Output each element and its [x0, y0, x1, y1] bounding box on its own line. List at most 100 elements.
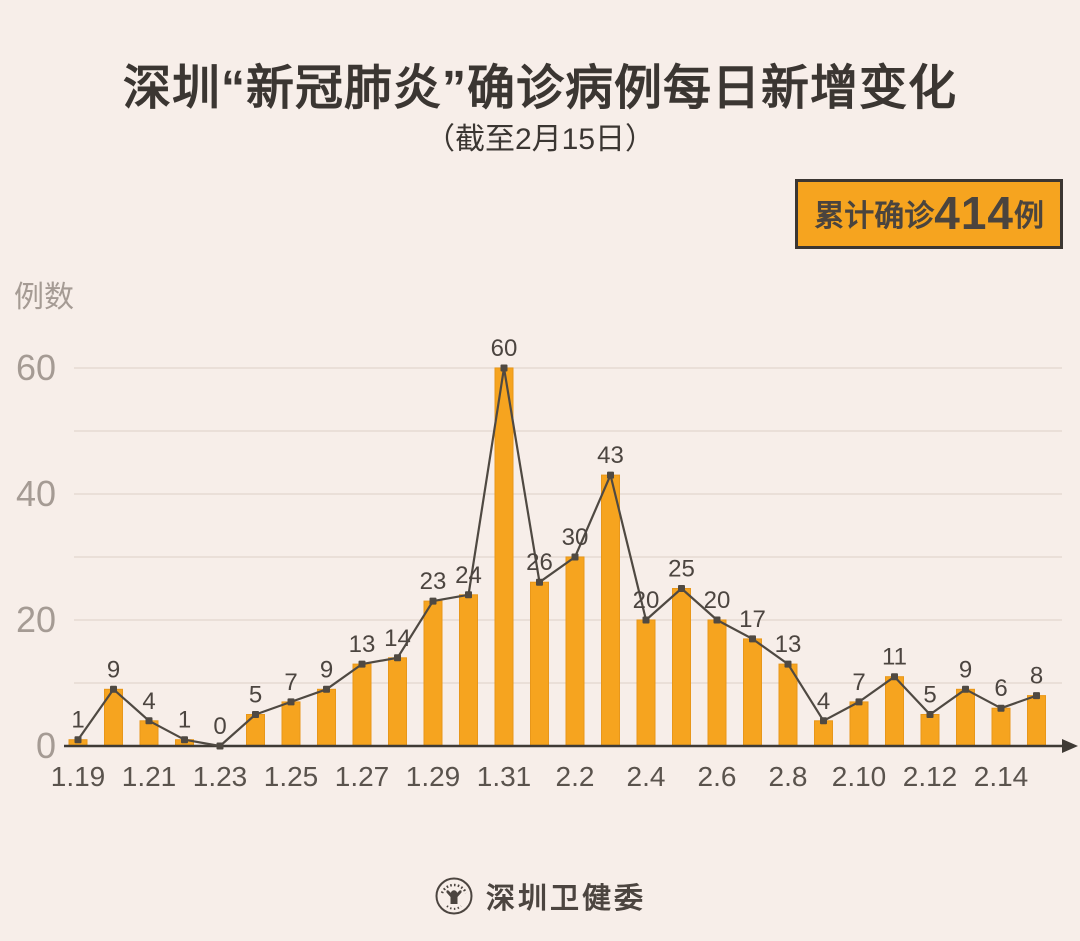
bar — [317, 688, 336, 747]
x-tick-label: 2.10 — [832, 761, 887, 792]
org-name: 深圳卫健委 — [485, 883, 646, 915]
x-tick-label: 2.6 — [698, 761, 737, 792]
bar-value-label: 25 — [668, 556, 695, 583]
data-point-marker — [962, 685, 969, 693]
x-tick-label: 1.25 — [264, 761, 319, 792]
x-axis-arrow-icon — [1062, 739, 1078, 753]
data-point-marker — [500, 364, 508, 372]
bar-value-label: 30 — [562, 524, 589, 551]
bar-value-label: 4 — [142, 688, 155, 715]
bar-value-label: 1 — [71, 707, 84, 734]
data-point-marker — [607, 471, 614, 479]
bar — [423, 600, 443, 747]
trend-line — [77, 366, 1037, 748]
data-point-marker — [749, 635, 756, 643]
x-tick-label: 1.23 — [193, 761, 248, 792]
bar-value-label: 4 — [817, 688, 830, 715]
data-point-marker — [465, 591, 472, 599]
data-point-marker — [678, 585, 685, 592]
bar — [885, 676, 904, 747]
bar-value-label: 0 — [213, 713, 226, 740]
bar-value-label: 20 — [633, 587, 660, 614]
badge-suffix-label: 例 — [1014, 200, 1044, 233]
x-tick-label: 1.29 — [406, 761, 461, 792]
bar-value-label: 6 — [994, 675, 1007, 702]
bar-value-label: 17 — [739, 606, 766, 633]
x-tick-label: 2.12 — [903, 761, 958, 792]
bar-value-label: 5 — [249, 682, 262, 709]
bar-value-label: 20 — [704, 587, 731, 614]
data-point-marker — [181, 736, 188, 744]
data-point-marker — [252, 711, 259, 718]
data-point-marker — [891, 673, 898, 681]
cumulative-total-badge: 累计确诊 414 例 — [795, 179, 1063, 249]
y-axis-title: 例数 — [14, 281, 74, 314]
bar — [814, 720, 833, 747]
x-tick-label: 2.14 — [974, 761, 1029, 792]
bar — [388, 657, 407, 747]
bar-value-label: 43 — [597, 442, 624, 469]
data-point-marker — [820, 717, 827, 725]
bar — [530, 581, 549, 747]
bar — [778, 663, 798, 747]
bar — [601, 474, 620, 747]
y-tick-label: 60 — [16, 347, 56, 388]
data-point-marker — [429, 597, 437, 605]
bar-value-label: 60 — [491, 335, 518, 362]
bar-value-label: 13 — [349, 631, 376, 658]
bar — [565, 556, 585, 747]
data-point-marker — [323, 685, 330, 693]
bar-value-label: 14 — [384, 625, 411, 652]
bar-value-label: 1 — [178, 707, 191, 734]
badge-total-number: 414 — [934, 187, 1014, 239]
bar-value-label: 13 — [775, 631, 802, 658]
bar — [991, 707, 1011, 747]
bar — [672, 588, 691, 747]
bar-value-label: 23 — [420, 568, 447, 595]
data-point-marker — [713, 616, 721, 624]
x-tick-label: 2.2 — [556, 761, 595, 792]
x-tick-label: 1.19 — [51, 761, 106, 792]
page-title: 深圳“新冠肺炎”确诊病例每日新增变化 — [122, 62, 957, 115]
data-point-marker — [997, 704, 1005, 712]
data-point-marker — [784, 660, 792, 668]
data-point-marker — [855, 698, 863, 706]
x-tick-label: 1.27 — [335, 761, 390, 792]
bar — [352, 663, 372, 747]
x-tick-label: 1.31 — [477, 761, 532, 792]
bar — [1027, 695, 1046, 747]
bar — [956, 688, 975, 747]
bar — [920, 714, 940, 747]
data-point-marker — [1033, 692, 1040, 700]
data-point-marker — [926, 711, 934, 718]
data-point-marker — [642, 616, 650, 624]
data-point-marker — [287, 698, 295, 706]
data-point-marker — [74, 736, 82, 744]
x-tick-label: 1.21 — [122, 761, 177, 792]
bar-value-label: 26 — [526, 549, 553, 576]
page-subtitle: （截至2月15日） — [424, 123, 656, 156]
bar — [707, 619, 727, 747]
shenzhen-health-commission-logo-icon — [434, 876, 474, 916]
bar — [743, 638, 762, 747]
data-point-marker — [216, 742, 224, 750]
bar-value-label: 9 — [959, 656, 972, 683]
bar — [281, 701, 301, 747]
x-tick-label: 2.4 — [627, 761, 666, 792]
bar-value-label: 7 — [852, 669, 865, 696]
bar-value-label: 9 — [107, 656, 120, 683]
bar — [459, 594, 478, 747]
y-tick-label: 40 — [16, 473, 56, 514]
bar-value-label: 9 — [320, 656, 333, 683]
data-point-marker — [394, 654, 401, 662]
bar — [849, 701, 869, 747]
bar-value-label: 11 — [882, 644, 907, 671]
bar — [494, 367, 514, 747]
bar-value-label: 7 — [284, 669, 297, 696]
footer: 深圳卫健委 — [0, 875, 1080, 917]
bar-value-label: 8 — [1030, 663, 1043, 690]
y-tick-label: 20 — [16, 599, 56, 640]
y-tick-label: 0 — [36, 725, 56, 766]
